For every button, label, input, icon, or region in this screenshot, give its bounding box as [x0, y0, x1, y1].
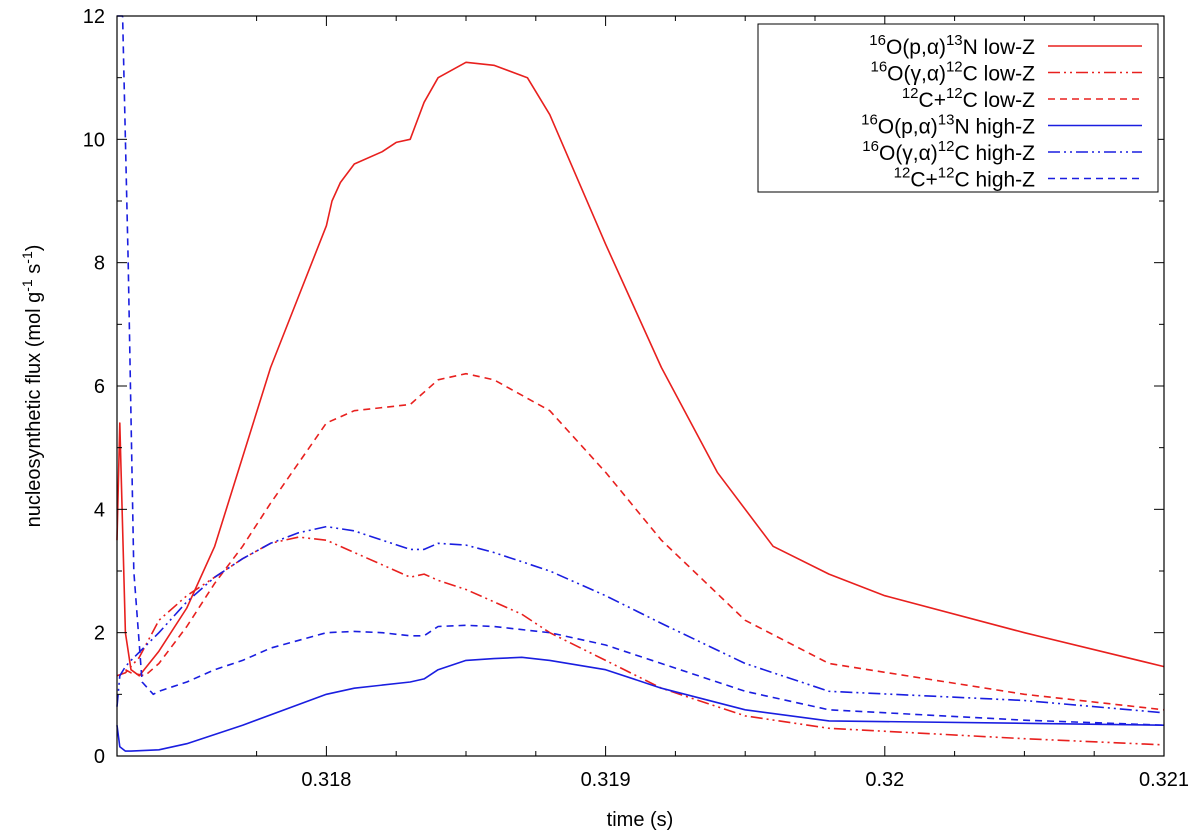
- y-tick-label: 2: [94, 623, 105, 645]
- y-axis-label-text-3: ): [23, 245, 45, 252]
- legend-label-part: O(p,α): [878, 116, 938, 139]
- legend-label-5: 16O(γ,α)12C high-Z: [862, 138, 1035, 165]
- series-line-6: [117, 15, 1165, 726]
- legend-label-part: 13: [946, 32, 963, 49]
- legend-label-part: N low-Z: [963, 36, 1036, 59]
- y-axis-label-sup-1: -1: [19, 279, 35, 292]
- legend-label-2: 16O(γ,α)12C low-Z: [870, 59, 1035, 86]
- legend-label-part: C+: [910, 169, 937, 192]
- legend-label-part: C low-Z: [963, 89, 1036, 112]
- series-line-2: [116, 536, 1165, 746]
- y-axis-label-sup-2: -1: [19, 251, 35, 264]
- x-tick-label: 0.32: [865, 769, 904, 791]
- y-axis-label-text-1: nucleosynthetic flux (mol g: [23, 292, 45, 528]
- legend-label-1: 16O(p,α)13N low-Z: [869, 32, 1035, 59]
- y-axis: 0 2 4 6 8 10 12: [83, 6, 1164, 768]
- series-line-4: [116, 656, 1165, 752]
- y-axis-label: nucleosynthetic flux (mol g-1 s-1): [19, 245, 45, 528]
- y-tick-label: 12: [83, 6, 105, 28]
- legend-label-part: 12: [902, 85, 919, 102]
- plot-lines: [116, 15, 1165, 752]
- x-tick-label: 0.319: [581, 769, 631, 791]
- x-tick-label: 0.318: [301, 769, 351, 791]
- x-axis-label: time (s): [607, 809, 674, 831]
- legend-label-part: 16: [861, 112, 878, 129]
- series-line-5: [116, 525, 1165, 714]
- legend-label-part: O(γ,α): [887, 63, 946, 86]
- legend-label-4: 16O(p,α)13N high-Z: [861, 112, 1035, 139]
- legend-label-part: 12: [938, 165, 955, 182]
- y-tick-label: 8: [94, 253, 105, 275]
- legend-label-part: C high-Z: [954, 169, 1035, 192]
- y-tick-label: 6: [94, 376, 105, 398]
- legend-label-part: 13: [938, 112, 955, 129]
- y-axis-label-text-2: s: [23, 264, 45, 280]
- legend-label-part: O(p,α): [886, 36, 946, 59]
- legend-label-part: C+: [919, 89, 946, 112]
- legend-label-part: 12: [946, 85, 963, 102]
- legend-label-part: 16: [869, 32, 886, 49]
- y-tick-label: 0: [94, 746, 105, 768]
- legend-label-part: 12: [894, 165, 911, 182]
- legend-label-part: 16: [862, 138, 879, 155]
- legend-label-part: 16: [870, 59, 887, 76]
- x-tick-label: 0.321: [1139, 769, 1189, 791]
- legend-box: [757, 23, 1159, 193]
- legend-label-part: 12: [938, 138, 955, 155]
- legend-label-3: 12C+12C low-Z: [902, 85, 1035, 112]
- series-line-1: [116, 61, 1165, 677]
- legend-label-part: 12: [946, 59, 963, 76]
- legend-label-part: C low-Z: [963, 63, 1036, 86]
- y-tick-label: 10: [83, 129, 105, 151]
- x-axis: 0.318 0.319 0.32 0.321: [256, 16, 1189, 791]
- legend-label-6: 12C+12C high-Z: [894, 165, 1036, 192]
- y-tick-label: 4: [94, 499, 105, 521]
- legend-label-part: N high-Z: [954, 116, 1035, 139]
- legend-label-part: C high-Z: [954, 142, 1035, 165]
- legend-label-part: O(γ,α): [879, 142, 938, 165]
